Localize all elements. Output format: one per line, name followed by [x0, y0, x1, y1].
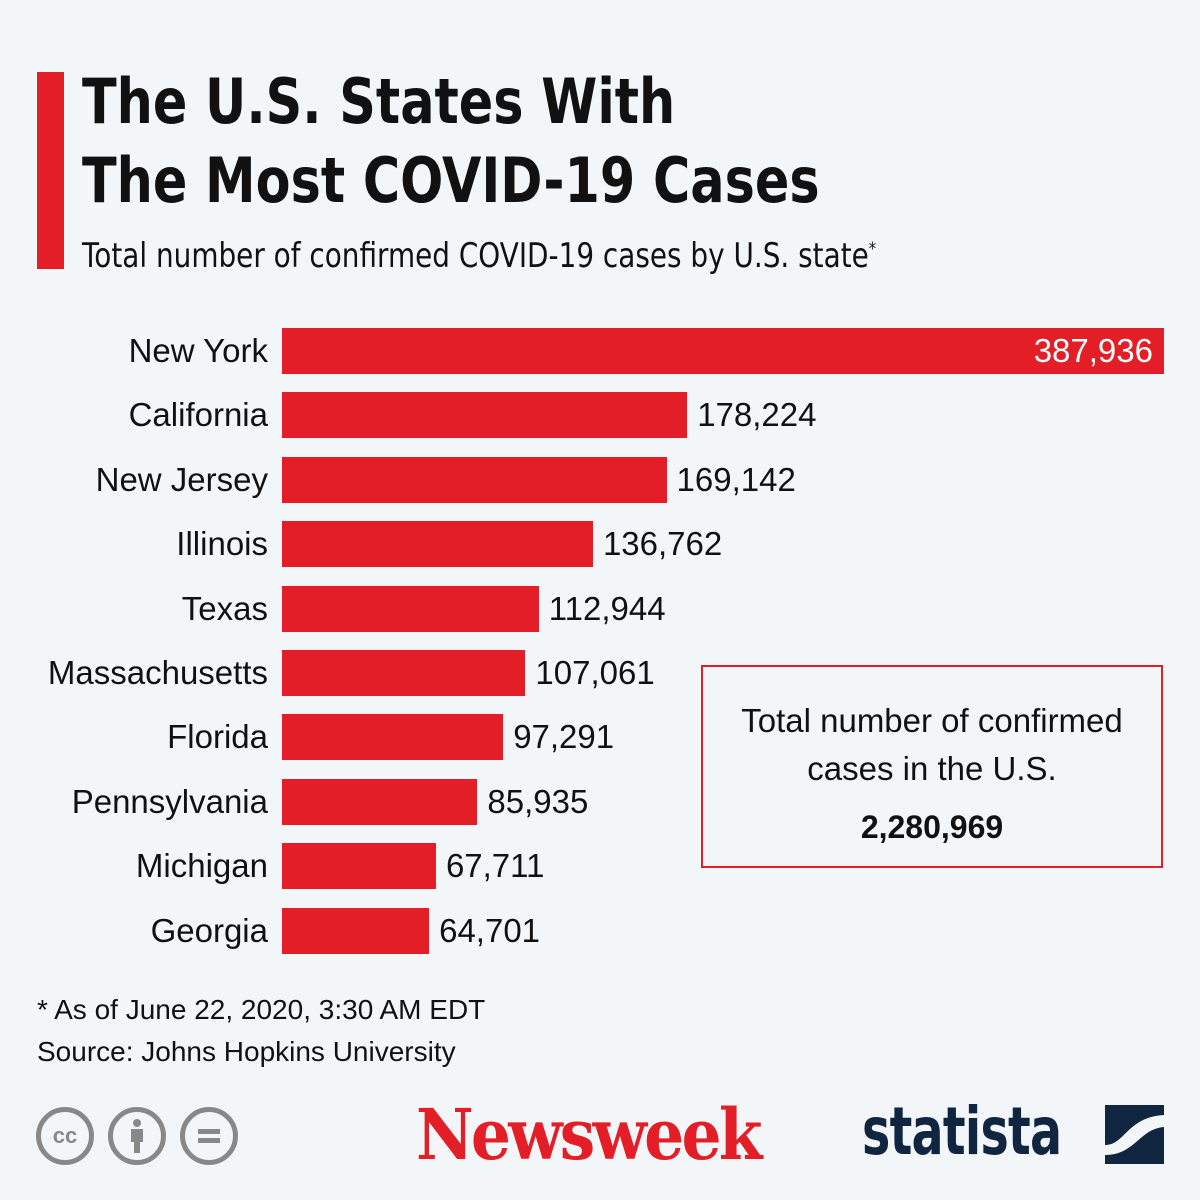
bar: [282, 392, 688, 439]
statista-logo: statista: [862, 1093, 1062, 1170]
title-accent-bar: [37, 72, 64, 269]
value-label: 178,224: [697, 396, 817, 434]
value-label: 136,762: [602, 525, 723, 563]
total-box-value: 2,280,969: [860, 809, 1004, 845]
category-label: Massachusetts: [47, 654, 268, 691]
bar: [282, 521, 593, 568]
statista-logo-icon: [1105, 1105, 1164, 1164]
value-label: 387,936: [1033, 332, 1153, 369]
bar: [282, 650, 526, 696]
total-box-line1: Total number of confirmed: [741, 702, 1123, 739]
category-label: Texas: [181, 589, 268, 627]
bar: [282, 585, 539, 632]
footnote: * As of June 22, 2020, 3:30 AM EDT: [37, 994, 486, 1025]
category-label: Illinois: [176, 525, 268, 563]
newsweek-logo: Newsweek: [416, 1093, 763, 1176]
value-label: 112,944: [548, 589, 666, 627]
bar: [282, 328, 1164, 374]
bar-chart: New York 387,936 California 178,224 New Jers…: [47, 328, 1164, 954]
bar: [282, 843, 436, 890]
total-cases-box: Total number of confirmed cases in the U…: [701, 665, 1163, 868]
category-label: New York: [128, 332, 268, 369]
value-label: 64,701: [439, 911, 541, 949]
category-label: Michigan: [135, 847, 268, 885]
value-label: 107,061: [535, 654, 655, 691]
category-label: New Jersey: [95, 460, 268, 498]
bar: [282, 778, 478, 825]
attribution-icon: [108, 1107, 166, 1165]
bar: [282, 907, 430, 954]
bar: [282, 714, 504, 761]
value-label: 67,711: [445, 847, 545, 885]
value-label: 97,291: [513, 718, 615, 756]
source: Source: Johns Hopkins University: [37, 1036, 456, 1067]
chart-title: The U.S. States With The Most COVID-19 Ca…: [82, 65, 820, 217]
value-label: 85,935: [487, 782, 589, 820]
creative-commons-icon: cc: [36, 1107, 94, 1165]
bar: [282, 456, 667, 503]
category-label: California: [128, 396, 268, 434]
category-label: Florida: [167, 718, 268, 756]
category-label: Pennsylvania: [71, 782, 268, 820]
category-label: Georgia: [150, 911, 268, 949]
no-derivatives-icon: [180, 1107, 238, 1165]
value-label: 169,142: [676, 460, 796, 498]
chart-subtitle: Total number of confirmed COVID-19 cases…: [82, 236, 877, 276]
total-box-line2: cases in the U.S.: [807, 750, 1057, 787]
